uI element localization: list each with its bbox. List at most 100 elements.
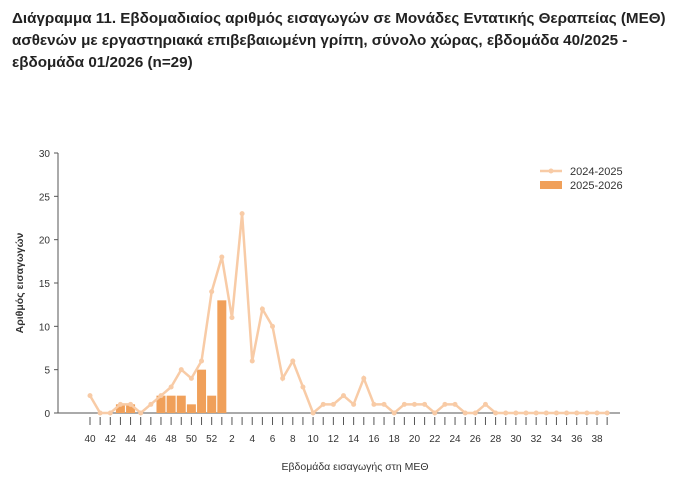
bar-48 (166, 395, 176, 413)
point-24 (452, 401, 458, 407)
y-tick-label: 0 (44, 409, 50, 420)
x-tick-label: 10 (308, 434, 320, 445)
x-tick-label: 22 (429, 434, 441, 445)
point-41 (97, 410, 103, 416)
point-25 (462, 410, 468, 416)
point-47 (158, 393, 164, 399)
x-axis-label: Εβδομάδα εισαγωγής στη ΜΕΘ (281, 461, 428, 473)
legend-label: 2024-2025 (570, 166, 623, 178)
x-tick-label: 8 (290, 434, 296, 445)
y-tick-label: 10 (39, 322, 51, 333)
legend-point-icon (548, 168, 554, 174)
point-51 (199, 358, 205, 364)
x-tick-label: 42 (105, 434, 117, 445)
bar-1 (217, 300, 227, 413)
point-18 (391, 410, 397, 416)
point-34 (553, 410, 559, 416)
point-52 (209, 289, 215, 295)
point-39 (604, 410, 610, 416)
point-40 (87, 393, 93, 399)
point-10 (310, 410, 316, 416)
legend-bar-icon (540, 181, 562, 189)
x-tick-label: 36 (571, 434, 583, 445)
y-tick-label: 15 (39, 279, 51, 290)
point-23 (442, 401, 448, 407)
point-44 (128, 401, 134, 407)
point-42 (107, 410, 113, 416)
point-28 (493, 410, 499, 416)
point-7 (280, 375, 286, 381)
point-6 (270, 323, 276, 329)
x-tick-label: 16 (368, 434, 380, 445)
point-8 (290, 358, 296, 364)
point-37 (584, 410, 590, 416)
x-tick-label: 20 (409, 434, 421, 445)
point-48 (168, 384, 174, 390)
point-19 (401, 401, 407, 407)
x-tick-label: 24 (449, 434, 461, 445)
point-36 (574, 410, 580, 416)
x-tick-label: 46 (145, 434, 157, 445)
point-38 (594, 410, 600, 416)
x-tick-label: 28 (490, 434, 502, 445)
x-tick-label: 18 (389, 434, 401, 445)
x-tick-label: 52 (206, 434, 218, 445)
x-tick-label: 40 (84, 434, 96, 445)
bar-52 (207, 395, 217, 413)
x-tick-label: 44 (125, 434, 137, 445)
bar-43 (115, 404, 125, 413)
y-tick-label: 25 (39, 192, 51, 203)
point-30 (513, 410, 519, 416)
x-tick-label: 14 (348, 434, 360, 445)
y-tick-label: 30 (39, 149, 51, 160)
point-11 (320, 401, 326, 407)
point-45 (138, 410, 144, 416)
y-axis-label: Αριθμός εισαγωγών (14, 233, 26, 334)
point-33 (543, 410, 549, 416)
x-tick-label: 2 (229, 434, 235, 445)
point-43 (117, 401, 123, 407)
x-tick-label: 26 (470, 434, 482, 445)
point-29 (503, 410, 509, 416)
bar-47 (156, 395, 166, 413)
bar-49 (176, 395, 186, 413)
x-tick-label: 30 (510, 434, 522, 445)
x-tick-label: 4 (249, 434, 255, 445)
point-15 (361, 375, 367, 381)
bar-50 (186, 404, 196, 413)
bar-51 (197, 369, 207, 413)
point-3 (239, 211, 245, 217)
point-32 (533, 410, 539, 416)
point-27 (482, 401, 488, 407)
point-17 (381, 401, 387, 407)
x-tick-label: 48 (166, 434, 178, 445)
point-35 (564, 410, 570, 416)
point-49 (178, 367, 184, 373)
point-21 (422, 401, 428, 407)
y-tick-label: 5 (44, 366, 50, 377)
line-2024-2025 (88, 213, 608, 416)
x-tick-label: 50 (186, 434, 198, 445)
y-tick-label: 20 (39, 236, 51, 247)
point-16 (371, 401, 377, 407)
point-22 (432, 410, 438, 416)
bar-44 (126, 404, 136, 413)
point-46 (148, 401, 154, 407)
point-12 (330, 401, 336, 407)
point-2 (229, 315, 235, 321)
point-13 (341, 393, 346, 399)
x-tick-label: 34 (551, 434, 563, 445)
point-9 (300, 384, 306, 390)
point-26 (472, 410, 478, 416)
x-tick-label: 6 (270, 434, 276, 445)
point-1 (219, 254, 225, 260)
point-4 (249, 358, 255, 364)
point-14 (351, 401, 357, 407)
chart-title: Διάγραμμα 11. Εβδομαδιαίος αριθμός εισαγ… (12, 10, 666, 71)
point-31 (523, 410, 529, 416)
x-tick-label: 12 (328, 434, 340, 445)
x-tick-label: 38 (591, 434, 603, 445)
legend-label: 2025-2026 (570, 180, 623, 192)
point-5 (259, 306, 265, 312)
